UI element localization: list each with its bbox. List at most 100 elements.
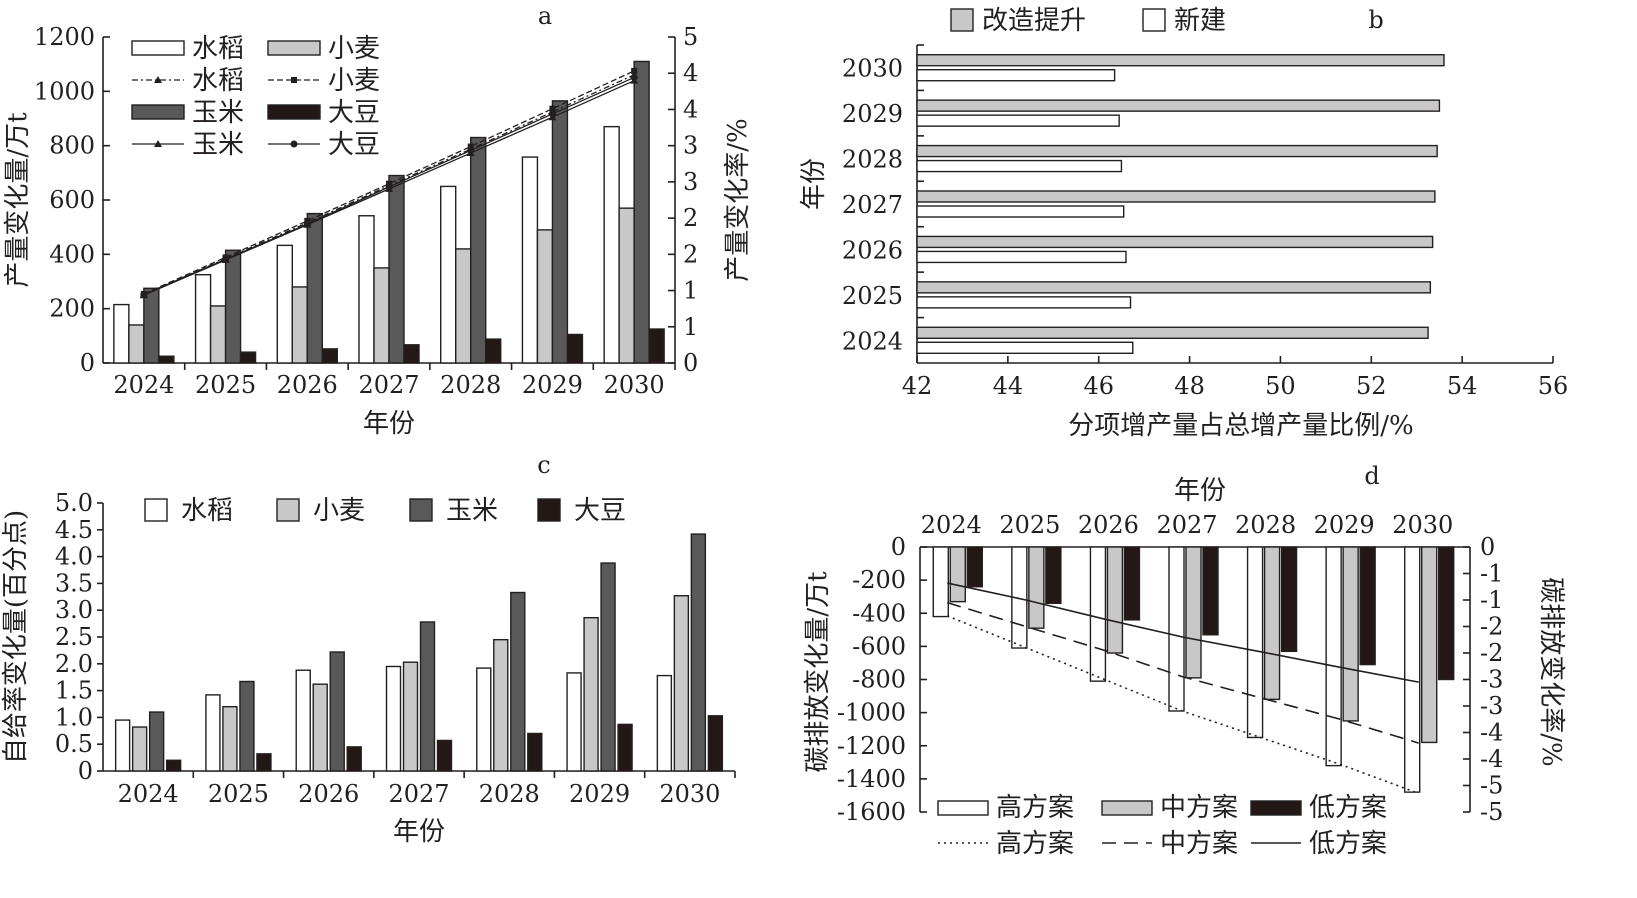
chart-a-xtick-label: 2026 [277, 371, 338, 399]
chart-a-point [222, 255, 230, 263]
chart-a-xtick-label: 2030 [604, 371, 665, 399]
chart-a-point [630, 73, 638, 81]
chart-a-y2tick-label: 1 [683, 313, 698, 341]
chart-c-legend-label: 水稻 [181, 496, 233, 526]
chart-c-bar [493, 638, 509, 772]
chart-c-ytick-label: 3.5 [55, 569, 93, 597]
chart-d-xtick-label: 2030 [1392, 511, 1453, 539]
chart-b-legend-swatch [950, 8, 974, 32]
chart-d-y2tick-label: -4 [1480, 745, 1503, 773]
chart-c-xtick-label: 2025 [208, 780, 269, 808]
chart-c-bar [295, 669, 311, 772]
chart-c-bar [205, 694, 221, 772]
chart-d-bar [1421, 546, 1438, 744]
chart-a-point [549, 105, 556, 112]
chart-b-ytick-label: 2026 [842, 236, 903, 264]
chart-a-y2tick-label: 0 [683, 349, 698, 377]
chart-d-bar [1089, 546, 1107, 682]
chart-a-legend-label: 大豆 [328, 130, 380, 160]
chart-c-bar [707, 715, 724, 772]
chart-a-point [548, 110, 556, 118]
chart-c-xtick-label: 2027 [388, 780, 449, 808]
chart-d-y2tick-label: -4 [1480, 719, 1503, 747]
chart-c-ytick-label: 0.5 [55, 730, 93, 758]
chart-d-y2tick-label: -5 [1480, 798, 1503, 826]
chart-b-xtick-label: 50 [1265, 372, 1296, 400]
chart-a-xlabel: 年份 [363, 409, 415, 439]
chart-d-bar [1028, 546, 1045, 629]
chart-a-bar [239, 351, 257, 364]
chart-b-bar [916, 296, 1132, 309]
chart-d-title: d [1364, 462, 1379, 490]
chart-b-ytick-label: 2030 [842, 55, 903, 83]
chart-c-bar [148, 711, 165, 772]
chart-b-ytick-label: 2024 [842, 327, 903, 355]
chart-a-bar [440, 185, 457, 364]
chart-a-bar [224, 249, 242, 364]
chart-d-bar [1168, 546, 1185, 712]
chart-a-bar [128, 324, 145, 364]
chart-d-bar [1106, 546, 1124, 654]
chart-b-xtick-label: 54 [1447, 372, 1478, 400]
chart-d-xtick-label: 2027 [1156, 511, 1217, 539]
chart-b-bar [916, 250, 1127, 264]
chart-a-legend-marker [154, 140, 162, 147]
chart-a-y2tick-label: 3 [683, 168, 698, 196]
chart-a-ylabel: 产量变化量/万t [3, 112, 33, 288]
chart-d-line [947, 582, 1419, 683]
chart-a-ytick-label: 800 [49, 132, 95, 160]
chart-a-legend-swatch [131, 104, 185, 120]
chart-a-legend-swatch [131, 40, 185, 56]
chart-c-bar [329, 651, 345, 772]
chart-d-bar [1045, 546, 1062, 605]
chart-c-bar [165, 759, 182, 772]
chart-d-bar [966, 546, 983, 588]
chart-d-legend-label: 低方案 [1309, 829, 1387, 859]
chart-b-bar [916, 99, 1441, 112]
chart-a-legend-label: 玉米 [192, 98, 244, 128]
chart-d-y2tick-label: -2 [1480, 613, 1503, 641]
chart-d-xtick-label: 2025 [999, 511, 1060, 539]
chart-d-bar [1342, 546, 1359, 722]
chart-b-ytick-label: 2025 [842, 282, 903, 310]
chart-c-bar [239, 680, 255, 772]
chart-c-legend-swatch [276, 498, 300, 522]
chart-c-bar [527, 732, 543, 772]
chart-a-bar [521, 156, 539, 364]
chart-b-bar [916, 114, 1120, 127]
chart-b-xlabel: 分项增产量占总增产量比例/% [1068, 411, 1413, 441]
chart-a-point [467, 146, 475, 154]
chart-c-bar [131, 726, 148, 772]
chart-a-bar [485, 338, 502, 364]
chart-d-bar [1202, 546, 1219, 636]
chart-c-xtick-label: 2029 [569, 780, 630, 808]
chart-d-ytick-label: 0 [891, 533, 906, 561]
chart-d-y2tick-label: -3 [1480, 692, 1503, 720]
chart-a-bar [388, 174, 405, 364]
chart-a-legend-swatch [267, 104, 321, 120]
chart-b-legend-swatch [1142, 8, 1166, 32]
chart-a-bar [194, 274, 212, 364]
chart-c-ytick-label: 0 [78, 757, 93, 785]
chart-c-bar [656, 674, 673, 772]
chart-d-bar [1404, 546, 1421, 793]
chart-a-legend-label: 水稻 [192, 34, 244, 64]
chart-c-bar [114, 719, 131, 772]
chart-a-legend-label: 小麦 [328, 66, 380, 96]
chart-b-bar [916, 159, 1123, 173]
chart-a-bar [455, 248, 472, 364]
chart-c-title: c [537, 451, 550, 479]
chart-c-ytick-label: 2.0 [55, 650, 93, 678]
chart-c-legend-label: 小麦 [313, 496, 365, 526]
chart-d-y2tick-label: -1 [1480, 560, 1503, 588]
chart-d-bar [1263, 546, 1281, 701]
chart-c-xtick-label: 2030 [659, 780, 720, 808]
chart-b-bar [916, 205, 1125, 218]
chart-d-ytick-label: -800 [852, 666, 906, 694]
chart-a-y2tick-label: 4 [683, 59, 698, 87]
chart-d-legend-label: 中方案 [1160, 793, 1238, 823]
chart-a-bar [209, 305, 227, 364]
chart-c-bar [222, 705, 238, 772]
chart-d-y2tick-label: -5 [1480, 772, 1503, 800]
